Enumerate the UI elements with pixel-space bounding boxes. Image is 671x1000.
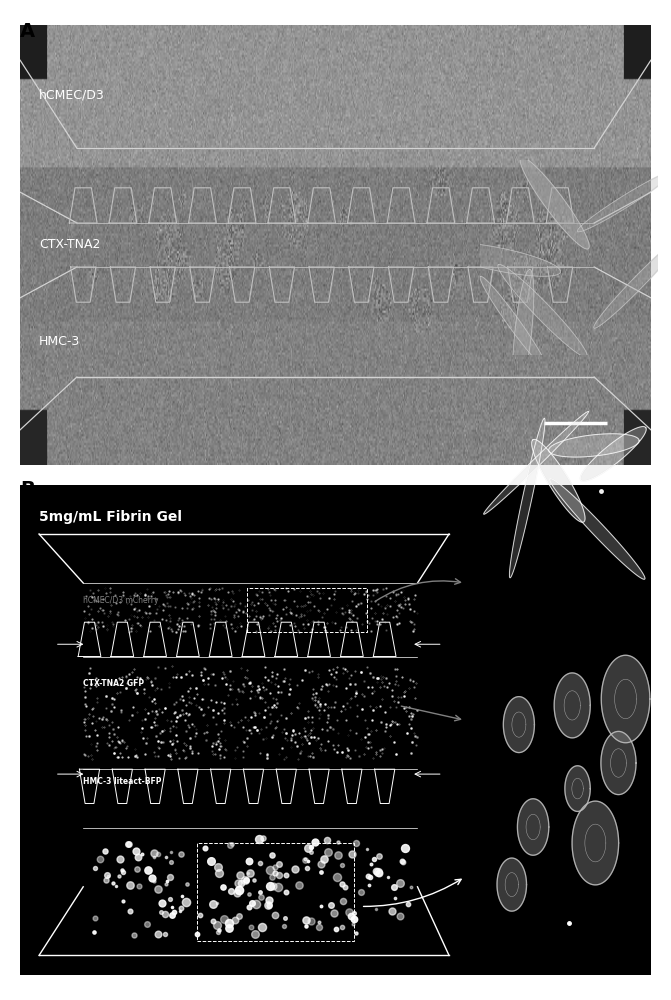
Text: HMC-3 liteact-BFP: HMC-3 liteact-BFP (83, 777, 162, 786)
Polygon shape (580, 427, 646, 481)
Polygon shape (520, 157, 589, 249)
Polygon shape (503, 697, 534, 753)
Polygon shape (498, 264, 587, 357)
Text: CTX-TNA2: CTX-TNA2 (39, 238, 101, 251)
Polygon shape (550, 479, 645, 579)
Polygon shape (554, 673, 590, 738)
Polygon shape (517, 799, 549, 855)
Bar (247, 588, 367, 632)
Polygon shape (594, 237, 671, 328)
Text: B: B (20, 480, 35, 499)
Polygon shape (572, 801, 619, 885)
Text: CTX-TNA2 GFP: CTX-TNA2 GFP (83, 679, 144, 688)
Polygon shape (577, 172, 671, 232)
Text: 5mg/mL Fibrin Gel: 5mg/mL Fibrin Gel (39, 510, 182, 524)
Bar (197, 843, 354, 941)
Polygon shape (509, 418, 545, 578)
Text: A: A (20, 22, 36, 41)
Polygon shape (513, 270, 534, 395)
Polygon shape (601, 655, 650, 743)
Polygon shape (601, 731, 636, 795)
Polygon shape (438, 243, 560, 276)
Polygon shape (549, 434, 639, 457)
Polygon shape (480, 276, 547, 368)
Text: hCMEC/D3: hCMEC/D3 (39, 89, 105, 102)
Polygon shape (565, 766, 590, 811)
Polygon shape (497, 858, 527, 911)
Text: hCMEC/D3 mCherry: hCMEC/D3 mCherry (83, 596, 159, 605)
Polygon shape (484, 412, 588, 514)
Polygon shape (531, 439, 585, 522)
Text: HMC-3: HMC-3 (39, 335, 81, 348)
